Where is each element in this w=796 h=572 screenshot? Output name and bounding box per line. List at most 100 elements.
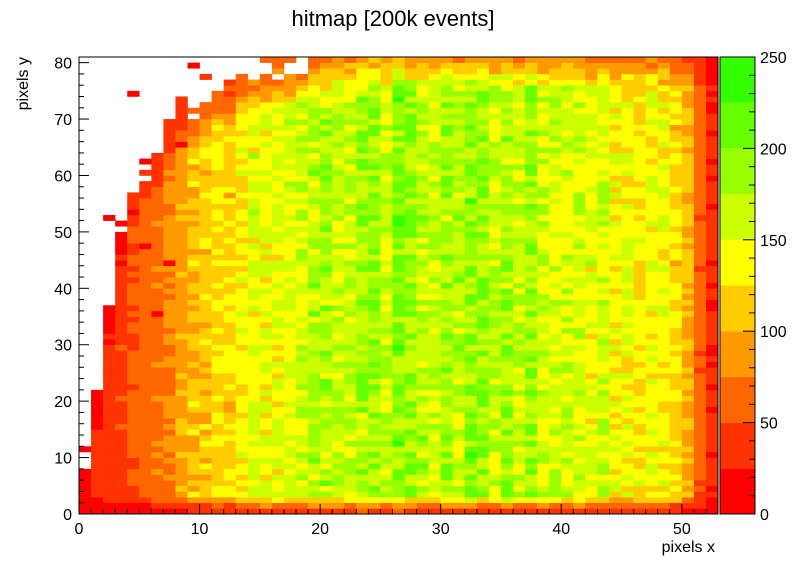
heatmap-cell: [609, 214, 622, 221]
heatmap-cell: [464, 350, 478, 357]
heatmap-cell: [368, 158, 381, 165]
heatmap-cell: [235, 288, 249, 295]
heatmap-cell: [705, 367, 719, 374]
heatmap-cell: [705, 305, 719, 312]
heatmap-cell: [368, 350, 381, 357]
heatmap-cell: [681, 130, 695, 137]
heatmap-cell: [681, 158, 695, 165]
heatmap-cell: [163, 389, 176, 396]
heatmap-cell: [139, 401, 152, 408]
heatmap-cell: [669, 293, 683, 300]
heatmap-cell: [669, 248, 683, 255]
heatmap-cell: [308, 361, 321, 368]
heatmap-cell: [681, 350, 695, 357]
heatmap-cell: [139, 446, 152, 453]
heatmap-cell: [199, 237, 212, 244]
heatmap-cell: [199, 282, 212, 289]
heatmap-cell: [621, 141, 634, 148]
heatmap-cell: [235, 446, 249, 453]
heatmap-cell: [537, 79, 550, 86]
heatmap-cell: [356, 90, 369, 97]
heatmap-cell: [585, 435, 598, 441]
heatmap-cell: [597, 68, 610, 75]
heatmap-cell: [187, 327, 200, 334]
heatmap-cell: [464, 85, 478, 92]
heatmap-cell: [657, 316, 671, 323]
heatmap-cell: [669, 96, 683, 103]
heatmap-cell: [199, 378, 212, 385]
heatmap-cell: [476, 372, 490, 379]
heatmap-cell: [332, 322, 345, 329]
heatmap-cell: [163, 288, 176, 295]
heatmap-cell: [513, 141, 526, 148]
heatmap-cell: [669, 310, 683, 317]
heatmap-cell: [428, 502, 441, 509]
heatmap-cell: [332, 147, 345, 154]
heatmap-cell: [440, 96, 454, 103]
heatmap-cell: [693, 446, 707, 453]
heatmap-cell: [320, 508, 333, 515]
heatmap-cell: [320, 90, 333, 97]
heatmap-cell: [705, 113, 719, 120]
heatmap-cell: [669, 271, 683, 278]
heatmap-cell: [440, 135, 454, 142]
heatmap-cell: [235, 90, 249, 97]
heatmap-cell: [175, 186, 188, 193]
heatmap-cell: [597, 350, 610, 357]
heatmap-cell: [139, 485, 152, 492]
heatmap-cell: [621, 220, 634, 227]
heatmap-cell: [537, 62, 550, 69]
heatmap-cell: [573, 435, 586, 441]
heatmap-cell: [344, 57, 357, 63]
heatmap-cell: [175, 322, 188, 329]
heatmap-cell: [247, 350, 261, 357]
heatmap-cell: [488, 508, 502, 515]
heatmap-cell: [368, 406, 381, 413]
heatmap-cell: [187, 135, 200, 142]
heatmap-cell: [693, 423, 707, 430]
heatmap-cell: [259, 423, 273, 430]
heatmap-cell: [633, 491, 646, 498]
heatmap-cell: [549, 68, 562, 75]
heatmap-cell: [368, 243, 381, 250]
heatmap-cell: [609, 468, 622, 475]
heatmap-cell: [175, 237, 188, 244]
heatmap-cell: [247, 231, 261, 238]
heatmap-cell: [693, 164, 707, 171]
heatmap-cell: [476, 468, 490, 475]
heatmap-cell: [344, 491, 357, 498]
heatmap-cell: [549, 305, 562, 312]
heatmap-cell: [259, 339, 273, 346]
heatmap-cell: [525, 508, 538, 515]
heatmap-cell: [332, 135, 345, 142]
heatmap-cell: [271, 243, 285, 250]
heatmap-cell: [705, 147, 719, 154]
heatmap-cell: [404, 192, 417, 199]
heatmap-cell: [127, 293, 140, 300]
heatmap-cell: [332, 429, 345, 436]
heatmap-cell: [187, 310, 200, 317]
heatmap-cell: [561, 102, 574, 109]
heatmap-cell: [368, 293, 381, 300]
heatmap-cell: [464, 181, 478, 188]
heatmap-cell: [283, 350, 297, 357]
heatmap-cell: [416, 361, 429, 368]
heatmap-cell: [283, 418, 297, 425]
heatmap-cell: [247, 412, 261, 419]
heatmap-cell: [452, 372, 466, 379]
heatmap-cell: [296, 169, 309, 176]
heatmap-cell: [585, 57, 598, 63]
heatmap-cell: [404, 446, 417, 453]
heatmap-cell: [151, 265, 164, 272]
heatmap-cell: [320, 265, 333, 272]
heatmap-cell: [525, 378, 538, 385]
heatmap-cell: [247, 271, 261, 278]
heatmap-cell: [247, 277, 261, 283]
heatmap-cell: [561, 214, 574, 221]
heatmap-cell: [681, 237, 695, 244]
heatmap-cell: [211, 412, 224, 419]
heatmap-cell: [561, 463, 574, 470]
heatmap-cell: [223, 491, 237, 498]
heatmap-cell: [585, 265, 598, 272]
heatmap-cell: [259, 192, 273, 199]
